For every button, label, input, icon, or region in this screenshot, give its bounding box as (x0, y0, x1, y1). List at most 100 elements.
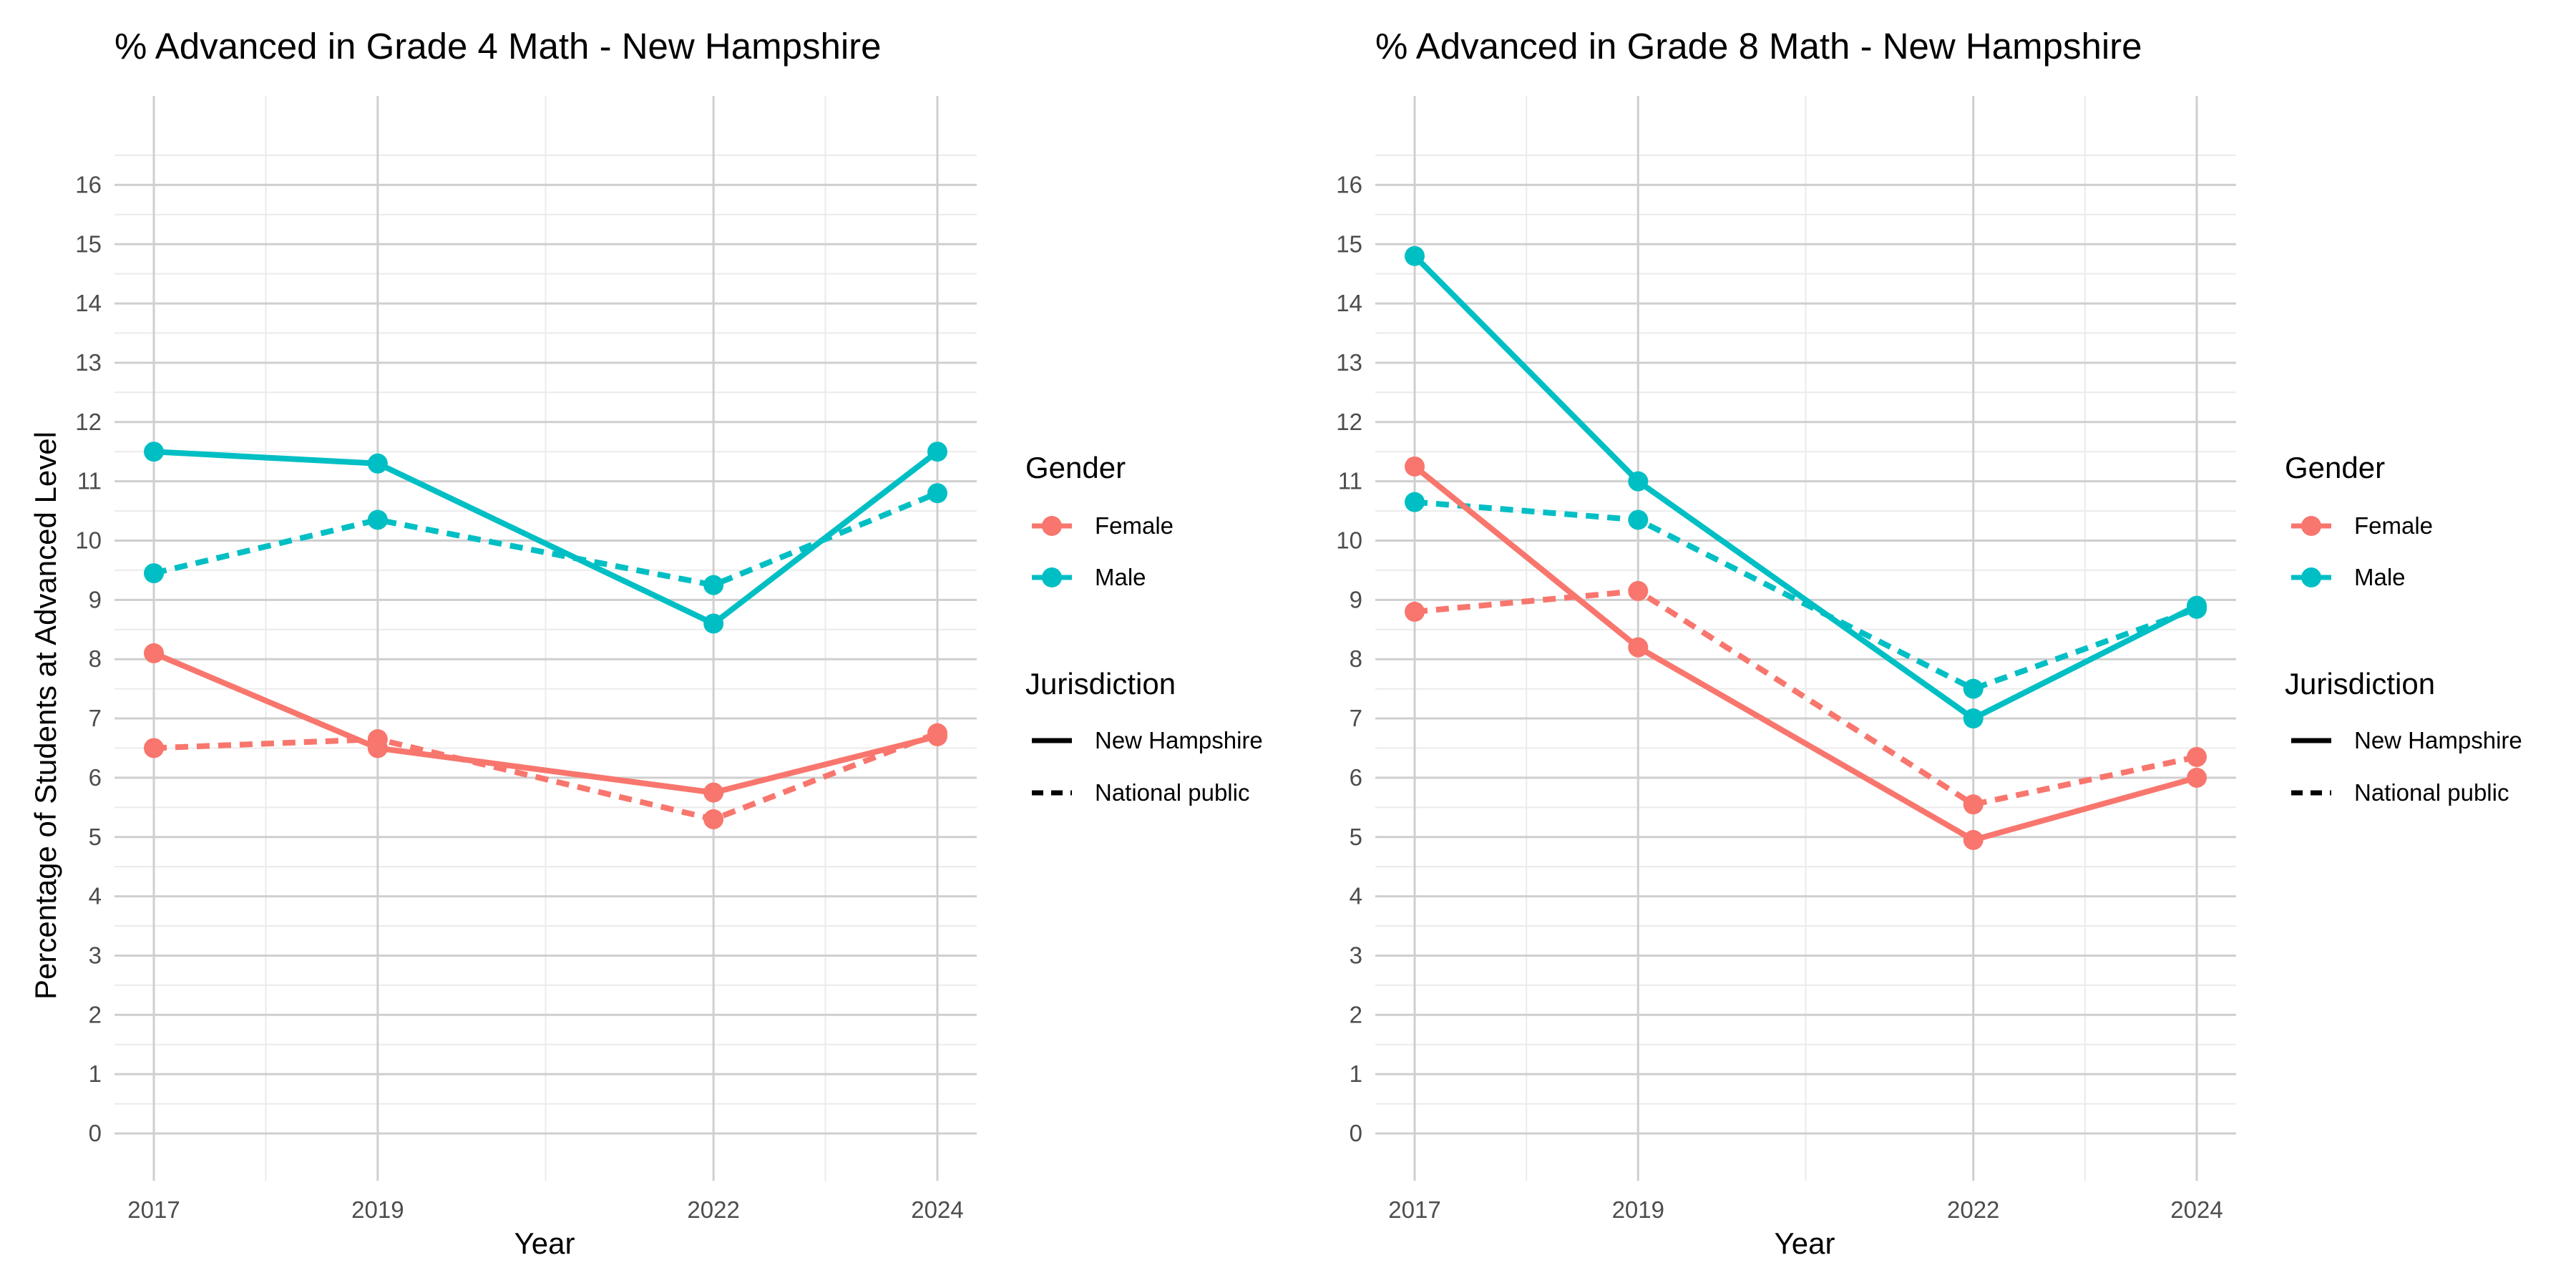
legend-key-female: Female (2291, 512, 2433, 539)
y-tick-label: 7 (1350, 705, 1362, 731)
data-point-male-new-hampshire (703, 613, 724, 634)
x-tick-label: 2022 (1947, 1196, 1999, 1223)
data-point-female-national-public (144, 738, 164, 758)
data-point-female-national-public (367, 729, 388, 750)
y-tick-label: 6 (89, 764, 102, 791)
legend-key-new-hampshire: New Hampshire (1032, 727, 1263, 753)
data-point-male-new-hampshire (1628, 471, 1649, 492)
series-line-male-new-hampshire (153, 449, 940, 627)
data-point-female-new-hampshire (1628, 637, 1649, 658)
y-tick-label: 4 (1350, 883, 1362, 909)
y-tick-label: 13 (75, 349, 102, 376)
x-tick-label: 2017 (1388, 1196, 1440, 1223)
series-points (144, 441, 947, 829)
data-point-female-national-public (1963, 794, 1984, 815)
y-tick-label: 3 (89, 942, 102, 968)
grade4-panel: % Advanced in Grade 4 Math - New Hampshi… (29, 26, 1263, 1260)
y-tick-label: 5 (1350, 824, 1362, 850)
y-tick-label: 13 (1336, 349, 1362, 376)
x-tick-label: 2024 (2170, 1196, 2223, 1223)
data-point-male-national-public (703, 575, 724, 595)
legend-key-male: Male (1032, 564, 1146, 590)
y-tick-label: 15 (75, 230, 102, 257)
series-lines (1413, 254, 2198, 843)
series-line-female-new-hampshire (152, 650, 938, 796)
data-point-male-national-public (1628, 509, 1649, 530)
y-tick-label: 8 (89, 645, 102, 672)
y-tick-label: 16 (75, 171, 102, 197)
y-tick-label: 8 (1350, 645, 1362, 672)
legend-title-gender: Gender (1025, 451, 1126, 484)
data-point-female-new-hampshire (1405, 456, 1425, 477)
x-axis-title: Year (1775, 1226, 1835, 1260)
data-point-female-national-public (1628, 580, 1649, 601)
legend-key-male: Male (2291, 564, 2406, 590)
legend-title-gender: Gender (2285, 451, 2385, 484)
chart-title: % Advanced in Grade 4 Math - New Hampshi… (114, 26, 882, 67)
data-point-male-new-hampshire (1963, 708, 1984, 729)
y-tick-label: 10 (75, 527, 102, 554)
x-axis-title: Year (514, 1226, 575, 1260)
grid (114, 96, 977, 1181)
y-axis-title: Percentage of Students at Advanced Level (29, 431, 62, 1000)
series-line-male-new-hampshire (1413, 254, 2198, 722)
y-tick-label: 9 (89, 586, 102, 613)
series-line-female-national-public (153, 731, 939, 822)
y-tick-label: 5 (89, 824, 102, 850)
legend-key-female: Female (1032, 512, 1174, 539)
data-point-female-new-hampshire (703, 782, 724, 803)
y-tick-label: 16 (1336, 171, 1362, 197)
legend-label-female: Female (2354, 512, 2433, 539)
legend-label-female: Female (1095, 512, 1174, 539)
y-tick-label: 14 (1336, 290, 1362, 316)
y-tick-label: 0 (1350, 1120, 1362, 1146)
legend: Gender Female Male Jurisdiction New Hamp… (1025, 451, 1263, 806)
legend-title-jurisdiction: Jurisdiction (2285, 667, 2435, 701)
y-tick-label: 1 (89, 1060, 102, 1087)
legend-key-national-public: National public (2291, 779, 2509, 806)
chart-title: % Advanced in Grade 8 Math - New Hampshi… (1375, 26, 2142, 67)
legend-label-new-hampshire: New Hampshire (2354, 727, 2522, 753)
legend-point-female (2301, 516, 2321, 536)
y-tick-label: 11 (77, 468, 102, 494)
data-point-female-new-hampshire (144, 643, 164, 663)
legend-label-male: Male (2354, 564, 2406, 590)
y-tick-label: 14 (75, 290, 102, 316)
legend-label-male: Male (1095, 564, 1146, 590)
data-point-female-national-public (703, 809, 724, 829)
y-tick-label: 6 (1350, 764, 1362, 791)
y-tick-label: 4 (89, 883, 102, 909)
legend-point-male (2301, 567, 2321, 587)
x-tick-label: 2022 (687, 1196, 739, 1223)
y-tick-label: 12 (75, 409, 102, 435)
legend-key-new-hampshire: New Hampshire (2291, 727, 2522, 753)
data-point-male-national-public (1963, 678, 1984, 699)
series-line-male-national-public (1414, 499, 2198, 692)
legend-title-jurisdiction: Jurisdiction (1025, 667, 1176, 701)
y-tick-label: 1 (1350, 1060, 1362, 1087)
data-point-male-national-public (2187, 598, 2207, 619)
x-tick-label: 2019 (1612, 1196, 1664, 1223)
legend-label-new-hampshire: New Hampshire (1095, 727, 1263, 753)
data-point-female-new-hampshire (2187, 767, 2207, 788)
data-point-female-national-public (1405, 601, 1425, 622)
data-point-male-national-public (367, 509, 388, 530)
y-tick-label: 2 (1350, 1001, 1362, 1028)
data-point-female-national-public (2187, 746, 2207, 767)
legend-label-national-public: National public (1095, 779, 1249, 806)
series-line-female-national-public (1414, 587, 2197, 808)
y-tick-label: 15 (1336, 230, 1362, 257)
y-tick-label: 12 (1336, 409, 1362, 435)
y-tick-label: 0 (89, 1120, 102, 1146)
legend-point-female (1042, 516, 1062, 536)
legend-label-national-public: National public (2354, 779, 2509, 806)
x-tick-label: 2024 (911, 1196, 963, 1223)
legend: Gender Female Male Jurisdiction New Hamp… (2285, 451, 2522, 806)
x-tick-label: 2017 (127, 1196, 180, 1223)
data-point-female-new-hampshire (1963, 829, 1984, 850)
x-tick-labels: 2017 2019 2022 2024 (127, 1196, 963, 1223)
